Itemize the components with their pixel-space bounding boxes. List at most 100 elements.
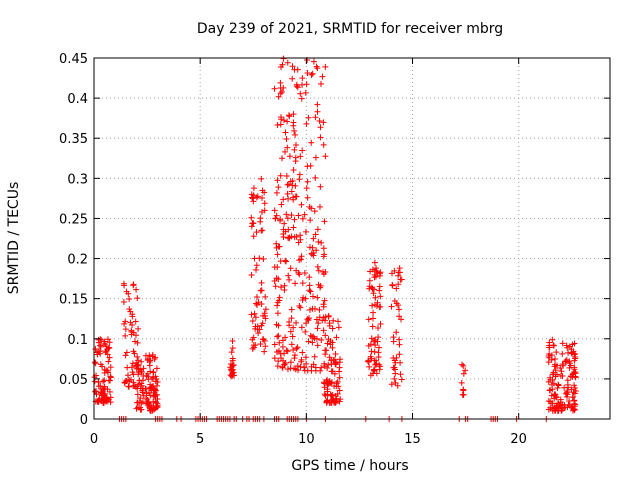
data-point (249, 345, 256, 352)
data-point (275, 332, 282, 339)
data-point (274, 302, 281, 309)
x-tick-label: 15 (404, 432, 421, 447)
data-point (230, 362, 237, 369)
data-point (252, 314, 259, 321)
data-point (262, 343, 269, 350)
data-point (317, 124, 324, 131)
data-point (320, 327, 327, 334)
data-point (306, 204, 313, 211)
data-point (132, 332, 139, 339)
data-point (395, 281, 402, 288)
data-point (376, 287, 383, 294)
data-point (364, 358, 371, 365)
data-point (569, 394, 576, 401)
data-point (367, 268, 374, 275)
data-point (550, 380, 557, 387)
data-point (376, 366, 383, 373)
data-point (123, 349, 130, 356)
data-point (258, 322, 265, 329)
data-point (288, 341, 295, 348)
data-point (315, 320, 322, 327)
data-point (274, 251, 281, 258)
data-point (277, 217, 284, 224)
data-point (274, 333, 281, 340)
data-point (313, 247, 320, 254)
data-point (261, 207, 268, 214)
data-point (294, 362, 301, 369)
data-point (291, 216, 298, 223)
data-point (259, 187, 266, 194)
data-point (227, 360, 234, 367)
data-point (325, 312, 332, 319)
data-point (336, 374, 343, 381)
data-point (94, 398, 101, 405)
data-point (324, 376, 331, 383)
data-point (335, 318, 342, 325)
data-point (131, 338, 138, 345)
data-point (142, 352, 149, 359)
data-point (130, 282, 137, 289)
data-point (154, 379, 161, 386)
data-point (549, 400, 556, 407)
data-point (376, 361, 383, 368)
data-point (250, 185, 257, 192)
data-point (549, 405, 556, 412)
data-point (256, 255, 263, 262)
data-point (290, 347, 297, 354)
data-point (459, 391, 466, 398)
data-point (369, 315, 376, 322)
data-point (136, 377, 143, 384)
data-point (307, 288, 314, 295)
data-point (288, 233, 295, 240)
data-point (252, 325, 259, 332)
data-point (248, 271, 255, 278)
data-point (396, 306, 403, 313)
data-point (303, 320, 310, 327)
data-point (122, 318, 129, 325)
data-point (311, 305, 318, 312)
data-point (99, 389, 106, 396)
data-point (373, 268, 380, 275)
data-point (277, 172, 284, 179)
data-point (144, 401, 151, 408)
data-point (307, 162, 314, 169)
data-point (375, 334, 382, 341)
data-point (554, 385, 561, 392)
x-tick-label: 0 (90, 432, 98, 447)
data-point (128, 364, 135, 371)
data-point (302, 89, 309, 96)
data-point (262, 306, 269, 313)
data-point (133, 362, 140, 369)
data-point (331, 370, 338, 377)
data-point (389, 282, 396, 289)
data-point (394, 382, 401, 389)
data-point (302, 295, 309, 302)
data-point (279, 155, 286, 162)
data-point (366, 277, 373, 284)
data-point (153, 365, 160, 372)
data-point (107, 364, 114, 371)
data-point (328, 361, 335, 368)
data-point (292, 131, 299, 138)
data-point (292, 280, 299, 287)
data-point (546, 344, 553, 351)
data-point (150, 393, 157, 400)
data-point (326, 322, 333, 329)
data-point (290, 224, 297, 231)
data-point (228, 366, 235, 373)
data-point (314, 101, 321, 108)
data-point (299, 215, 306, 222)
data-point (133, 286, 140, 293)
data-point (275, 322, 282, 329)
data-point (290, 166, 297, 173)
data-point (298, 253, 305, 260)
data-point (284, 144, 291, 151)
data-point (555, 381, 562, 388)
data-point (393, 329, 400, 336)
data-point (289, 63, 296, 70)
data-point (397, 371, 404, 378)
data-point (284, 59, 291, 66)
data-point (314, 325, 321, 332)
data-point (329, 325, 336, 332)
data-point (462, 367, 469, 374)
